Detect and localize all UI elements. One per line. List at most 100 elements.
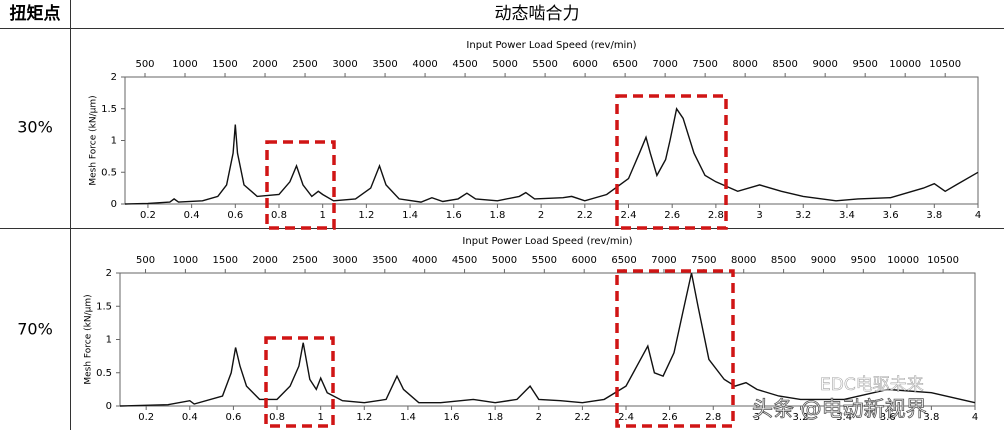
x2-axis-title: Input Power Load Speed (rev/min) [466, 40, 636, 51]
x-tick-label: 1.2 [358, 210, 374, 221]
y-axis-title: Mesh Force (kN/μm) [89, 95, 99, 185]
x2-tick-label: 8500 [772, 59, 797, 70]
x2-tick-label: 9000 [812, 59, 837, 70]
x-tick-label: 2.6 [664, 210, 680, 221]
x2-tick-label: 4000 [412, 59, 437, 70]
x-tick-label: 3 [754, 412, 760, 423]
x-tick-label: 3.6 [883, 210, 899, 221]
highlight-box [615, 269, 735, 428]
x2-tick-label: 2500 [292, 59, 317, 70]
x-tick-label: 2.2 [577, 210, 593, 221]
x2-tick-label: 6000 [571, 255, 596, 266]
x2-axis-title: Input Power Load Speed (rev/min) [462, 236, 632, 247]
x-tick-label: 2.4 [618, 412, 634, 423]
data-line [124, 107, 979, 205]
x-tick-label: 0.6 [227, 210, 243, 221]
x-tick-label: 0.4 [184, 210, 200, 221]
x2-tick-label: 1000 [173, 255, 198, 266]
row-label: 30% [17, 118, 53, 137]
x2-tick-label: 6000 [572, 59, 597, 70]
x-tick-label: 2.2 [574, 412, 590, 423]
watermark: EDC电驱未来 [820, 375, 924, 395]
x2-tick-label: 9500 [851, 255, 876, 266]
x-tick-label: 0.2 [140, 210, 156, 221]
x-tick-label: 1.6 [444, 412, 460, 423]
y-tick-label: 0 [106, 401, 112, 412]
x2-tick-label: 9000 [811, 255, 836, 266]
x2-tick-label: 7000 [652, 59, 677, 70]
x-tick-label: 1.2 [356, 412, 372, 423]
x2-tick-label: 7500 [691, 255, 716, 266]
x2-tick-label: 1500 [212, 59, 237, 70]
x2-tick-label: 8500 [771, 255, 796, 266]
x2-tick-label: 3000 [332, 59, 357, 70]
x2-tick-label: 10500 [929, 59, 961, 70]
x-tick-label: 1.8 [487, 412, 503, 423]
x-tick-label: 1.4 [400, 412, 416, 423]
x2-tick-label: 2500 [292, 255, 317, 266]
x-tick-label: 1.4 [402, 210, 418, 221]
x2-tick-label: 8000 [731, 255, 756, 266]
x2-tick-label: 3500 [372, 255, 397, 266]
x-tick-label: 3.2 [795, 210, 811, 221]
x2-tick-label: 4500 [452, 255, 477, 266]
x-tick-label: 0.8 [271, 210, 287, 221]
x-tick-label: 2 [536, 412, 542, 423]
x2-tick-label: 5000 [492, 255, 517, 266]
x2-tick-label: 2000 [252, 59, 277, 70]
y-tick-label: 2 [111, 72, 117, 83]
y-tick-label: 1.5 [96, 301, 112, 312]
y-tick-label: 0.5 [101, 167, 117, 178]
highlight-box [265, 140, 336, 230]
x2-tick-label: 10500 [927, 255, 959, 266]
x-tick-label: 2.4 [621, 210, 637, 221]
x2-tick-label: 6500 [612, 59, 637, 70]
highlight-box [264, 336, 335, 428]
y-tick-label: 1.5 [101, 104, 117, 115]
x2-tick-label: 500 [135, 59, 154, 70]
plot-frame [124, 76, 979, 205]
x-tick-label: 3 [756, 210, 762, 221]
x-tick-label: 0.6 [225, 412, 241, 423]
x2-tick-label: 7500 [692, 59, 717, 70]
data-line [119, 272, 976, 407]
x2-tick-label: 6500 [611, 255, 636, 266]
x-tick-label: 2.6 [662, 412, 678, 423]
x2-tick-label: 7000 [651, 255, 676, 266]
x-tick-label: 2.8 [705, 412, 721, 423]
x-tick-label: 3.2 [793, 412, 809, 423]
x2-tick-label: 4500 [452, 59, 477, 70]
x-tick-label: 1 [317, 412, 323, 423]
x-tick-label: 3.8 [926, 210, 942, 221]
x2-tick-label: 8000 [732, 59, 757, 70]
x-tick-label: 3.8 [923, 412, 939, 423]
x-tick-label: 3.6 [880, 412, 896, 423]
x2-tick-label: 500 [136, 255, 155, 266]
x-tick-label: 1.8 [489, 210, 505, 221]
x2-tick-label: 3000 [332, 255, 357, 266]
x2-tick-label: 5000 [492, 59, 517, 70]
x2-tick-label: 10000 [889, 59, 921, 70]
y-tick-label: 0.5 [96, 368, 112, 379]
y-tick-label: 1 [111, 136, 117, 147]
x2-tick-label: 5500 [532, 59, 557, 70]
x-tick-label: 3.4 [836, 412, 852, 423]
x-tick-label: 2 [538, 210, 544, 221]
x2-tick-label: 1500 [213, 255, 238, 266]
x2-tick-label: 5500 [532, 255, 557, 266]
x2-tick-label: 1000 [172, 59, 197, 70]
x2-tick-label: 9500 [852, 59, 877, 70]
y-tick-label: 2 [106, 268, 112, 279]
x-tick-label: 0.2 [138, 412, 154, 423]
x-tick-label: 0.8 [269, 412, 285, 423]
watermark: 头条 @电动新视界 [752, 397, 927, 421]
x-tick-label: 2.8 [708, 210, 724, 221]
x-tick-label: 3.4 [839, 210, 855, 221]
x2-tick-label: 3500 [372, 59, 397, 70]
highlight-box [615, 94, 728, 230]
header-cell: 扭矩点 [10, 3, 61, 24]
x2-tick-label: 4000 [412, 255, 437, 266]
x2-tick-label: 2000 [252, 255, 277, 266]
